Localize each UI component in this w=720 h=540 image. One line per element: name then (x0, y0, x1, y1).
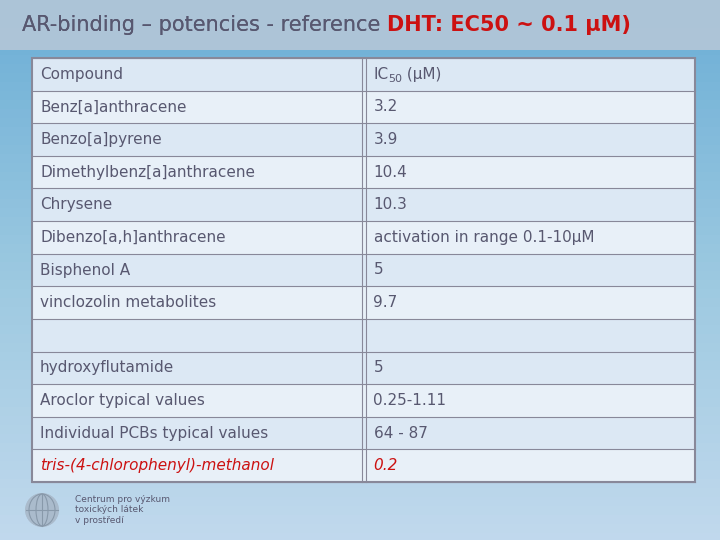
Text: IC: IC (374, 67, 389, 82)
Text: activation in range 0.1-10μM: activation in range 0.1-10μM (374, 230, 594, 245)
Bar (0, 0, 720, 50)
Bar (32, 123, 695, 156)
Text: 3.9: 3.9 (374, 132, 398, 147)
Text: Bisphenol A: Bisphenol A (40, 262, 130, 278)
Text: 10.4: 10.4 (374, 165, 408, 180)
Bar (32, 221, 695, 254)
Text: vinclozolin metabolites: vinclozolin metabolites (40, 295, 216, 310)
Text: DHT: EC50 ~ 0.1 μM): DHT: EC50 ~ 0.1 μM) (387, 15, 631, 35)
Text: 5: 5 (374, 360, 383, 375)
Bar (32, 254, 695, 286)
Text: AR-binding – potencies - reference: AR-binding – potencies - reference (22, 15, 387, 35)
Bar (32, 417, 695, 449)
Text: 0.2: 0.2 (374, 458, 398, 473)
Text: Chrysene: Chrysene (40, 197, 112, 212)
Text: Individual PCBs typical values: Individual PCBs typical values (40, 426, 269, 441)
Text: 64 - 87: 64 - 87 (374, 426, 428, 441)
Text: tris-(4-chlorophenyl)-methanol: tris-(4-chlorophenyl)-methanol (40, 458, 274, 473)
Text: 9.7: 9.7 (374, 295, 397, 310)
Bar (32, 188, 695, 221)
Text: Centrum pro výzkum
toxických látek
v prostředí: Centrum pro výzkum toxických látek v pro… (75, 495, 170, 525)
Bar (32, 58, 695, 482)
Text: (μM): (μM) (402, 67, 441, 82)
Circle shape (26, 494, 58, 526)
Bar (32, 352, 695, 384)
Text: Aroclor typical values: Aroclor typical values (40, 393, 205, 408)
Bar (32, 58, 695, 91)
Text: 0.25-1.11: 0.25-1.11 (374, 393, 446, 408)
Bar (32, 156, 695, 188)
Text: Dimethylbenz[a]anthracene: Dimethylbenz[a]anthracene (40, 165, 255, 180)
Bar (32, 319, 695, 352)
Text: 5: 5 (374, 262, 383, 278)
Text: Compound: Compound (40, 67, 123, 82)
Bar (32, 449, 695, 482)
Bar (32, 91, 695, 123)
Text: AR-binding – potencies - reference: AR-binding – potencies - reference (22, 15, 387, 35)
Text: Benzo[a]pyrene: Benzo[a]pyrene (40, 132, 162, 147)
Text: 10.3: 10.3 (374, 197, 408, 212)
Text: hydroxyflutamide: hydroxyflutamide (40, 360, 174, 375)
Bar (0, 0, 720, 100)
Bar (32, 384, 695, 417)
Text: 50: 50 (389, 74, 402, 84)
Text: 3.2: 3.2 (374, 99, 397, 114)
Bar (32, 286, 695, 319)
Text: Dibenzo[a,h]anthracene: Dibenzo[a,h]anthracene (40, 230, 225, 245)
Text: Benz[a]anthracene: Benz[a]anthracene (40, 99, 186, 114)
Bar (32, 58, 695, 482)
